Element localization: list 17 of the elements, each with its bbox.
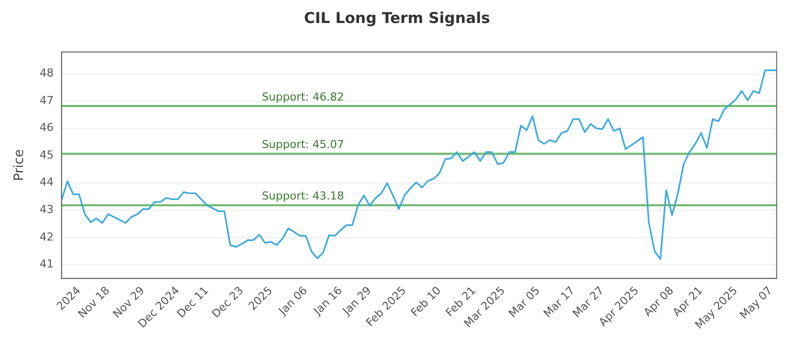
x-tick-label: Dec 23: [209, 284, 246, 321]
y-axis-title: Price: [12, 149, 28, 182]
y-tick-label: 47: [40, 94, 54, 107]
ref-line-label: Support: 45.07: [262, 138, 344, 152]
x-tick-label: Mar 05: [506, 284, 542, 320]
y-tick-label: 45: [40, 148, 54, 162]
x-tick-label: Jan 06: [276, 284, 310, 318]
y-tick-label: 43: [40, 203, 54, 216]
y-tick-label: 42: [40, 230, 54, 244]
ref-line-label: Support: 46.82: [262, 90, 344, 104]
y-tick-label: 44: [40, 176, 54, 189]
y-tick-label: 48: [40, 66, 54, 80]
y-tick-label: 41: [40, 258, 54, 271]
y-tick-label: 46: [40, 121, 54, 134]
chart-title: CIL Long Term Signals: [304, 8, 490, 27]
ref-line-label: Support: 43.18: [262, 190, 344, 203]
x-tick-label: Feb 10: [408, 284, 444, 320]
